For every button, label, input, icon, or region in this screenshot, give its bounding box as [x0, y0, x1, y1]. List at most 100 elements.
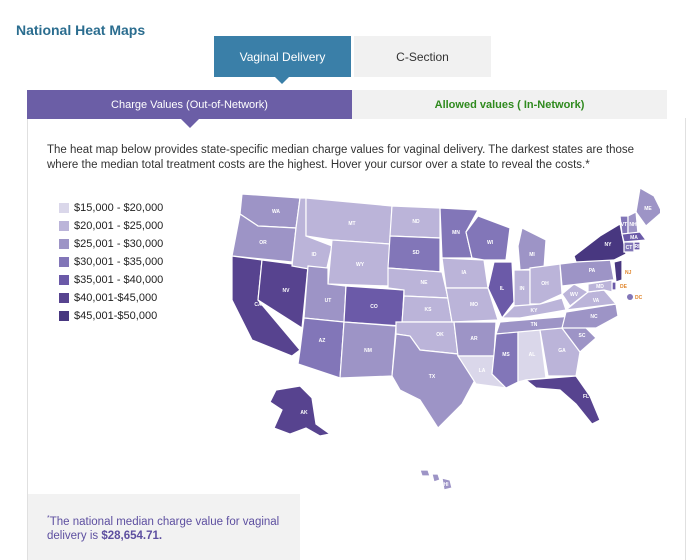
svg-text:CT: CT: [626, 245, 633, 251]
state-wy[interactable]: WY: [327, 239, 391, 287]
svg-text:IN: IN: [520, 286, 525, 292]
legend-swatch: [59, 221, 69, 231]
state-mi[interactable]: MI: [517, 227, 547, 271]
page-title: National Heat Maps: [16, 22, 146, 38]
svg-text:FL: FL: [583, 394, 589, 400]
footnote-text: The national median charge value for vag…: [47, 515, 280, 542]
state-fl[interactable]: FL: [524, 375, 601, 425]
legend-swatch: [59, 293, 69, 303]
svg-text:IL: IL: [500, 286, 504, 292]
svg-text:OK: OK: [436, 332, 444, 338]
active-subtab-pointer: [181, 119, 199, 128]
state-in[interactable]: IN: [513, 269, 531, 307]
svg-text:VA: VA: [593, 298, 600, 304]
legend-label: $15,000 - $20,000: [74, 202, 164, 214]
state-ga[interactable]: GA: [539, 327, 581, 377]
legend-swatch: [59, 239, 69, 249]
svg-text:HI: HI: [444, 482, 450, 488]
svg-text:AZ: AZ: [319, 338, 326, 344]
legend-label: $30,001 - $35,000: [74, 256, 164, 268]
tab-vaginal-delivery-label: Vaginal Delivery: [239, 49, 326, 64]
svg-text:WY: WY: [356, 262, 365, 268]
svg-text:TX: TX: [429, 374, 436, 380]
state-nj[interactable]: NJ: [613, 259, 632, 283]
state-ri[interactable]: RI: [633, 241, 641, 251]
state-mt[interactable]: MT: [305, 197, 393, 245]
active-tab-pointer: [274, 76, 290, 84]
svg-text:NH: NH: [629, 222, 637, 228]
svg-text:ID: ID: [312, 252, 317, 258]
svg-text:WA: WA: [272, 209, 280, 215]
svg-text:OR: OR: [259, 240, 267, 246]
state-ak[interactable]: AK: [269, 385, 332, 437]
svg-text:CA: CA: [254, 302, 262, 308]
legend-item: $35,001 - $40,000: [59, 271, 163, 289]
tab-c-section[interactable]: C-Section: [354, 36, 491, 77]
state-ia[interactable]: IA: [441, 257, 489, 289]
state-me[interactable]: ME: [635, 187, 660, 227]
legend-swatch: [59, 275, 69, 285]
tab-vaginal-delivery[interactable]: Vaginal Delivery: [214, 36, 351, 84]
heat-map-panel: [27, 118, 686, 560]
state-ar[interactable]: AR: [453, 321, 497, 357]
svg-text:NJ: NJ: [625, 270, 632, 276]
state-nd[interactable]: ND: [389, 205, 441, 239]
svg-text:RI: RI: [635, 244, 641, 250]
svg-text:MI: MI: [529, 252, 535, 258]
state-mo[interactable]: MO: [445, 287, 499, 323]
tab-charge-values-label: Charge Values (Out-of-Network): [111, 98, 268, 111]
svg-text:AR: AR: [470, 336, 478, 342]
legend-item: $25,001 - $30,000: [59, 235, 163, 253]
dc-marker: [627, 294, 633, 300]
svg-text:UT: UT: [325, 298, 332, 304]
svg-text:NV: NV: [283, 288, 291, 294]
state-ma[interactable]: MA: [621, 231, 648, 243]
state-dc[interactable]: DC: [627, 294, 643, 301]
legend-item: $20,001 - $25,000: [59, 217, 163, 235]
state-hi[interactable]: HI: [419, 469, 453, 490]
svg-text:WI: WI: [487, 240, 494, 246]
state-oh[interactable]: OH: [529, 263, 563, 305]
tab-c-section-label: C-Section: [396, 49, 449, 64]
svg-text:CO: CO: [370, 304, 378, 310]
state-az[interactable]: AZ: [297, 317, 345, 379]
state-ms[interactable]: MS: [491, 331, 519, 389]
state-md[interactable]: MD: [587, 279, 613, 293]
state-ct[interactable]: CT: [623, 241, 635, 253]
legend-item: $15,000 - $20,000: [59, 199, 163, 217]
state-tx[interactable]: TX: [391, 333, 477, 429]
svg-text:KS: KS: [425, 307, 433, 313]
state-sd[interactable]: SD: [387, 235, 441, 273]
legend-item: $30,001 - $35,000: [59, 253, 163, 271]
state-wi[interactable]: WI: [465, 215, 511, 261]
svg-text:AL: AL: [529, 352, 536, 358]
svg-text:MA: MA: [630, 235, 638, 241]
svg-text:MT: MT: [348, 221, 355, 227]
state-vt[interactable]: VT: [619, 215, 629, 235]
state-il[interactable]: IL: [487, 261, 515, 320]
legend-swatch: [59, 257, 69, 267]
footnote: *The national median charge value for va…: [47, 512, 292, 543]
svg-text:ME: ME: [644, 206, 652, 212]
svg-text:NE: NE: [421, 280, 429, 286]
tab-allowed-values-label: Allowed values ( In-Network): [434, 98, 585, 111]
state-ks[interactable]: KS: [401, 295, 453, 323]
state-co[interactable]: CO: [343, 285, 405, 327]
tab-allowed-values[interactable]: Allowed values ( In-Network): [352, 90, 667, 119]
state-ny[interactable]: NY: [573, 223, 627, 263]
footnote-box: [28, 494, 300, 560]
svg-text:SC: SC: [579, 333, 586, 339]
svg-text:KY: KY: [531, 308, 539, 314]
state-nm[interactable]: NM: [339, 321, 397, 379]
state-nh[interactable]: NH: [627, 211, 639, 235]
state-ky[interactable]: KY: [500, 297, 567, 319]
svg-text:NM: NM: [364, 348, 372, 354]
svg-text:IA: IA: [462, 270, 467, 276]
svg-text:SD: SD: [413, 250, 420, 256]
svg-text:MO: MO: [470, 302, 478, 308]
legend: $15,000 - $20,000 $20,001 - $25,000 $25,…: [59, 199, 163, 325]
state-de[interactable]: DE: [611, 281, 628, 291]
legend-label: $35,001 - $40,000: [74, 274, 164, 286]
svg-text:NY: NY: [605, 242, 613, 248]
tab-charge-values[interactable]: Charge Values (Out-of-Network): [27, 90, 352, 128]
